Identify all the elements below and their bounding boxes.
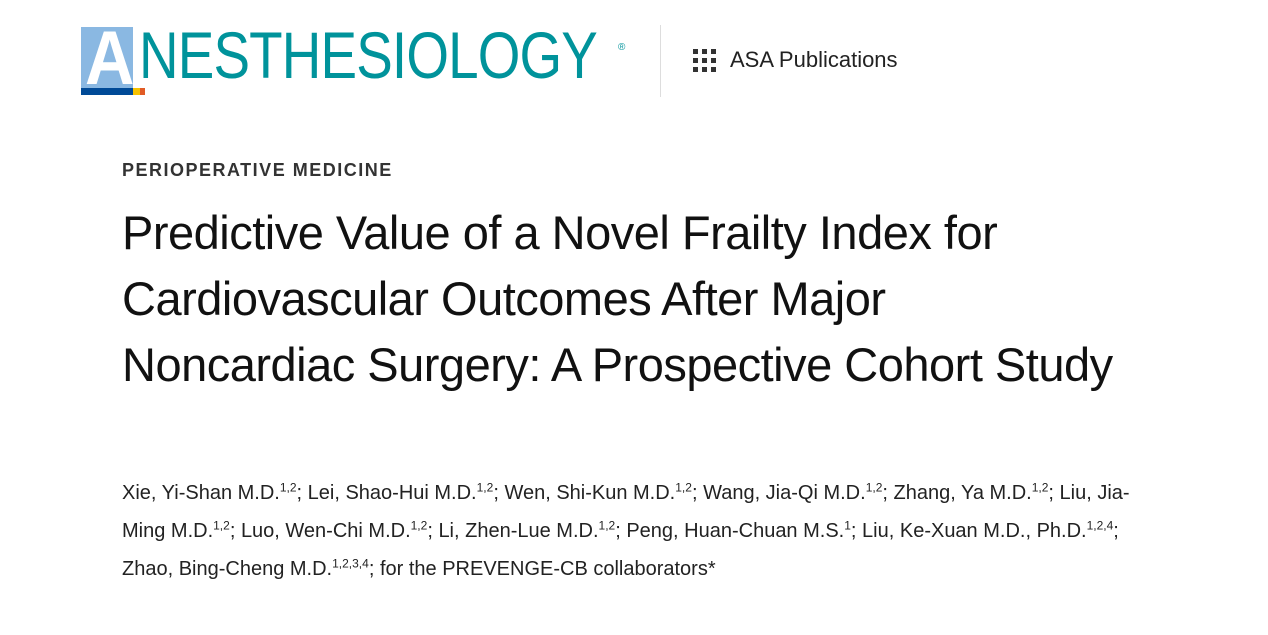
logo-text: NESTHESIOLOGY xyxy=(139,18,598,92)
author-affiliation: 1,2 xyxy=(598,518,616,533)
author-link[interactable]: Wang, Jia-Qi M.D. xyxy=(703,482,866,504)
logo-bar-yellow xyxy=(133,88,140,95)
author-link[interactable]: Liu, Jia-Ming M.D. xyxy=(122,482,1130,542)
author-link[interactable]: Zhang, Ya M.D. xyxy=(893,482,1032,504)
author-link[interactable]: Liu, Ke-Xuan M.D., Ph.D. xyxy=(862,520,1087,542)
author-link[interactable]: Zhao, Bing-Cheng M.D. xyxy=(122,558,333,580)
author-affiliation: 1,2 xyxy=(279,480,297,495)
author-affiliation: 1 xyxy=(844,518,851,533)
author-link[interactable]: Luo, Wen-Chi M.D. xyxy=(240,520,411,542)
author-affiliation: 1,2,3,4 xyxy=(332,556,369,571)
author-affiliation: 1,2 xyxy=(476,480,494,495)
author-link[interactable]: Lei, Shao-Hui M.D. xyxy=(307,482,477,504)
author-affiliation: 1,2 xyxy=(213,518,230,533)
asa-publications-label: ASA Publications xyxy=(730,47,898,72)
author-affiliation: 1,2,4 xyxy=(1086,518,1114,533)
journal-logo[interactable]: A NESTHESIOLOGY ® xyxy=(81,18,641,97)
collaborators-note: for the PREVENGE-CB collaborators* xyxy=(379,558,716,580)
author-affiliation: 1,2 xyxy=(410,518,428,533)
author-link[interactable]: Li, Zhen-Lue M.D. xyxy=(438,520,599,542)
asa-publications-menu[interactable]: ASA Publications xyxy=(693,47,898,73)
article-category: PERIOPERATIVE MEDICINE xyxy=(122,160,393,180)
logo-bar-orange xyxy=(140,88,145,95)
logo-letter-a: A xyxy=(85,16,135,101)
logo-registered: ® xyxy=(618,42,626,53)
author-affiliation: 1,2 xyxy=(675,480,692,495)
author-link[interactable]: Xie, Yi-Shan M.D. xyxy=(122,482,280,504)
author-link[interactable]: Wen, Shi-Kun M.D. xyxy=(504,482,676,504)
header-divider xyxy=(660,25,661,97)
author-affiliation: 1,2 xyxy=(865,480,883,495)
author-list: Xie, Yi-Shan M.D.1,2; Lei, Shao-Hui M.D.… xyxy=(122,480,1130,580)
article-title: Predictive Value of a Novel Frailty Inde… xyxy=(122,206,1113,391)
author-link[interactable]: Peng, Huan-Chuan M.S. xyxy=(626,520,845,542)
logo-bar-blue xyxy=(81,88,133,95)
grid-icon xyxy=(693,48,716,72)
logo-box xyxy=(81,27,133,88)
author-affiliation: 1,2 xyxy=(1031,480,1049,495)
